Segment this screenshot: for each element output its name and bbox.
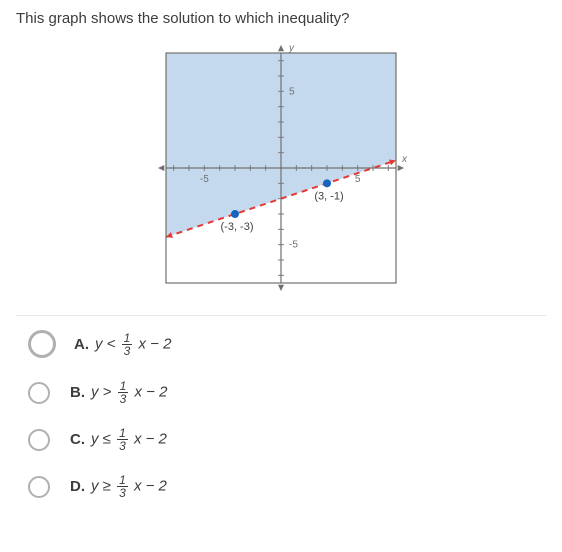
radio-D[interactable] (28, 476, 50, 498)
radio-C[interactable] (28, 429, 50, 451)
choice-A-letter: A. (74, 336, 89, 353)
radio-B[interactable] (28, 382, 50, 404)
radio-A[interactable] (28, 330, 56, 358)
choice-D-post: x − 2 (134, 477, 167, 494)
answer-choices: A. y < 13 x − 2 B. y > 13 x − 2 C. y ≤ 1… (0, 330, 562, 499)
choice-D-letter: D. (70, 478, 85, 495)
choice-D-label: D. y ≥ 13 x − 2 (70, 474, 167, 499)
svg-text:-5: -5 (289, 240, 298, 251)
section-divider (16, 315, 546, 316)
choice-B-pre: y > (91, 383, 116, 400)
choice-C-label: C. y ≤ 13 x − 2 (70, 427, 167, 452)
choice-B[interactable]: B. y > 13 x − 2 (28, 380, 534, 405)
choice-B-post: x − 2 (134, 383, 167, 400)
svg-text:(-3, -3): (-3, -3) (221, 221, 254, 233)
choice-A-pre: y < (95, 335, 120, 352)
choice-B-label: B. y > 13 x − 2 (70, 380, 167, 405)
choice-C-post: x − 2 (134, 430, 167, 447)
inequality-graph: x y -5 5 -5 5 (-3, -3) (3, -1) (154, 41, 408, 295)
fraction-icon: 13 (117, 427, 128, 452)
choice-D-pre: y ≥ (91, 477, 115, 494)
choice-B-letter: B. (70, 384, 85, 401)
graph-container: x y -5 5 -5 5 (-3, -3) (3, -1) (0, 35, 562, 307)
choice-C[interactable]: C. y ≤ 13 x − 2 (28, 427, 534, 452)
fraction-icon: 13 (122, 332, 133, 357)
choice-A[interactable]: A. y < 13 x − 2 (28, 330, 534, 358)
fraction-icon: 13 (117, 474, 128, 499)
choice-A-post: x − 2 (138, 335, 171, 352)
fraction-icon: 13 (118, 380, 129, 405)
svg-text:(3, -1): (3, -1) (314, 190, 343, 202)
svg-text:5: 5 (355, 174, 361, 185)
choice-C-pre: y ≤ (91, 430, 115, 447)
choice-C-letter: C. (70, 431, 85, 448)
svg-text:-5: -5 (200, 174, 209, 185)
question-text: This graph shows the solution to which i… (0, 0, 562, 35)
svg-text:5: 5 (289, 86, 295, 97)
svg-text:y: y (288, 43, 295, 54)
choice-A-label: A. y < 13 x − 2 (74, 332, 171, 357)
svg-text:x: x (401, 154, 408, 165)
choice-D[interactable]: D. y ≥ 13 x − 2 (28, 474, 534, 499)
